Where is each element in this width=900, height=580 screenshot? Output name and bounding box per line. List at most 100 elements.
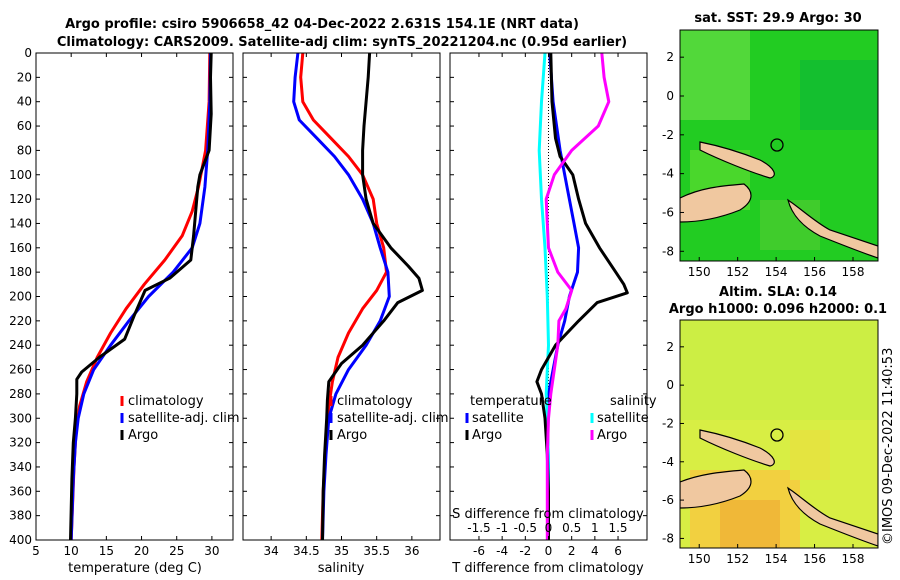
map-y-tick-label: 0 (666, 378, 674, 392)
legend-label: satellite (597, 411, 649, 426)
land-new-ireland (699, 141, 775, 179)
map-y-tick-label: 2 (666, 340, 674, 354)
y-tick-label: 380 (9, 509, 32, 523)
map-x-tick-label: 152 (726, 552, 749, 566)
y-tick-label: 300 (9, 411, 32, 425)
map-y-tick-label: -4 (662, 455, 674, 469)
x-tick-label: 10 (64, 544, 79, 558)
s-tick-label: -1.5 (467, 521, 490, 535)
x-tick-label: 34.5 (293, 544, 320, 558)
y-tick-label: 100 (9, 168, 32, 182)
argo-float-marker-sla (770, 428, 784, 442)
x-tick-label: -4 (496, 544, 508, 558)
map-y-tick-label: -4 (662, 167, 674, 181)
x-tick-label: 0 (545, 544, 553, 558)
y-tick-label: 240 (9, 338, 32, 352)
y-tick-label: 140 (9, 216, 32, 230)
salinity-panel: 34 34.5 35 35.5 36 salinity (242, 52, 441, 576)
map-y-tick-label: -6 (662, 205, 674, 219)
x-tick-label: 36 (404, 544, 419, 558)
y-tick-label: 260 (9, 363, 32, 377)
sst-map-field (680, 30, 878, 261)
map-x-tick-label: 150 (688, 552, 711, 566)
legend-label: satellite (472, 411, 524, 426)
sla-map-field (680, 320, 878, 548)
legend-label: satellite-adj. clim (128, 411, 240, 426)
sla-map-title-1: Altim. SLA: 0.14 (719, 285, 837, 300)
sla-map-title-2: Argo h1000: 0.096 h2000: 0.1 (669, 302, 887, 317)
map-x-tick-label: 158 (842, 265, 865, 279)
legend-header-temperature: temperature (470, 394, 552, 409)
x-tick-label: 30 (204, 544, 219, 558)
map-y-tick-label: -8 (662, 244, 674, 258)
legend-label: satellite-adj. clim (337, 411, 449, 426)
s-tick-label: -0.5 (514, 521, 537, 535)
land-new-ireland-sla (699, 429, 775, 467)
x-tick-label: 35.5 (363, 544, 390, 558)
map-y-tick-label: -2 (662, 128, 674, 142)
y-tick-label: 220 (9, 314, 32, 328)
map-x-tick-label: 152 (726, 265, 749, 279)
y-tick-label: 180 (9, 265, 32, 279)
sst-map-panel: sat. SST: 29.9 Argo: 30 150 152 154 156 158 2… (662, 11, 879, 279)
argo-salinity-line (321, 53, 424, 540)
s-tick-label: -1 (496, 521, 508, 535)
map-y-tick-label: -2 (662, 416, 674, 430)
land-bougainville (787, 198, 878, 259)
imos-timestamp: ©IMOS 09-Dec-2022 11:40:53 (881, 348, 896, 545)
y-tick-label: 360 (9, 484, 32, 498)
land-bougainville-sla (787, 486, 878, 547)
land-new-guinea-sla (680, 469, 752, 509)
climatology-line (69, 53, 212, 540)
land-new-guinea (680, 183, 752, 223)
difference-xlabel-top: S difference from climatology (452, 507, 644, 522)
x-tick-label: 6 (614, 544, 622, 558)
y-tick-label: 160 (9, 241, 32, 255)
legend-label: Argo (597, 428, 627, 443)
x-tick-label: 34 (264, 544, 279, 558)
temperature-xlabel: temperature (deg C) (68, 561, 202, 576)
temperature-legend: climatology satellite-adj. clim Argo (120, 394, 240, 443)
map-x-tick-label: 154 (765, 552, 788, 566)
y-tick-label: 320 (9, 436, 32, 450)
map-y-tick-label: -6 (662, 493, 674, 507)
map-y-tick-label: 0 (666, 89, 674, 103)
t-diff-argo-line (535, 53, 629, 540)
x-tick-label: 2 (568, 544, 576, 558)
x-tick-label: 35 (334, 544, 349, 558)
x-tick-label: 25 (169, 544, 184, 558)
s-tick-label: 0.5 (562, 521, 581, 535)
map-x-tick-label: 156 (803, 265, 826, 279)
y-tick-label: 40 (17, 95, 32, 109)
legend-header-salinity: salinity (610, 394, 657, 409)
y-tick-label: 20 (17, 70, 32, 84)
s-tick-label: 1 (591, 521, 599, 535)
x-tick-label: 5 (32, 544, 40, 558)
legend-label: Argo (337, 428, 367, 443)
sla-map-panel: Altim. SLA: 0.14 Argo h1000: 0.096 h2000… (662, 285, 887, 566)
s-diff-argo-line (544, 53, 611, 540)
salinity-legend: climatology satellite-adj. clim Argo (329, 394, 449, 443)
x-tick-label: 4 (591, 544, 599, 558)
y-tick-label: 60 (17, 119, 32, 133)
t-diff-satellite-line (545, 53, 581, 540)
y-tick-label: 0 (24, 46, 32, 60)
map-x-tick-label: 154 (765, 265, 788, 279)
legend-label: climatology (128, 394, 204, 409)
salinity-xlabel: salinity (318, 561, 365, 576)
climatology-salinity-line (299, 53, 388, 540)
x-tick-label: 20 (134, 544, 149, 558)
legend-label: Argo (472, 428, 502, 443)
satellite-adj-salinity-line (292, 53, 391, 540)
title-line-1: Argo profile: csiro 5906658_42 04-Dec-20… (65, 17, 579, 32)
map-y-tick-label: -8 (662, 531, 674, 545)
title-line-2: Climatology: CARS2009. Satellite-adj cli… (57, 35, 627, 50)
temperature-panel: 0 20 40 60 80 100 120 140 160 180 200 220 240 260 280 3… (9, 46, 234, 576)
s-tick-label: 0 (545, 521, 553, 535)
argo-temperature-line (69, 53, 213, 540)
x-tick-label: -2 (519, 544, 531, 558)
sst-map-title: sat. SST: 29.9 Argo: 30 (694, 11, 861, 26)
y-tick-label: 80 (17, 143, 32, 157)
map-x-tick-label: 150 (688, 265, 711, 279)
